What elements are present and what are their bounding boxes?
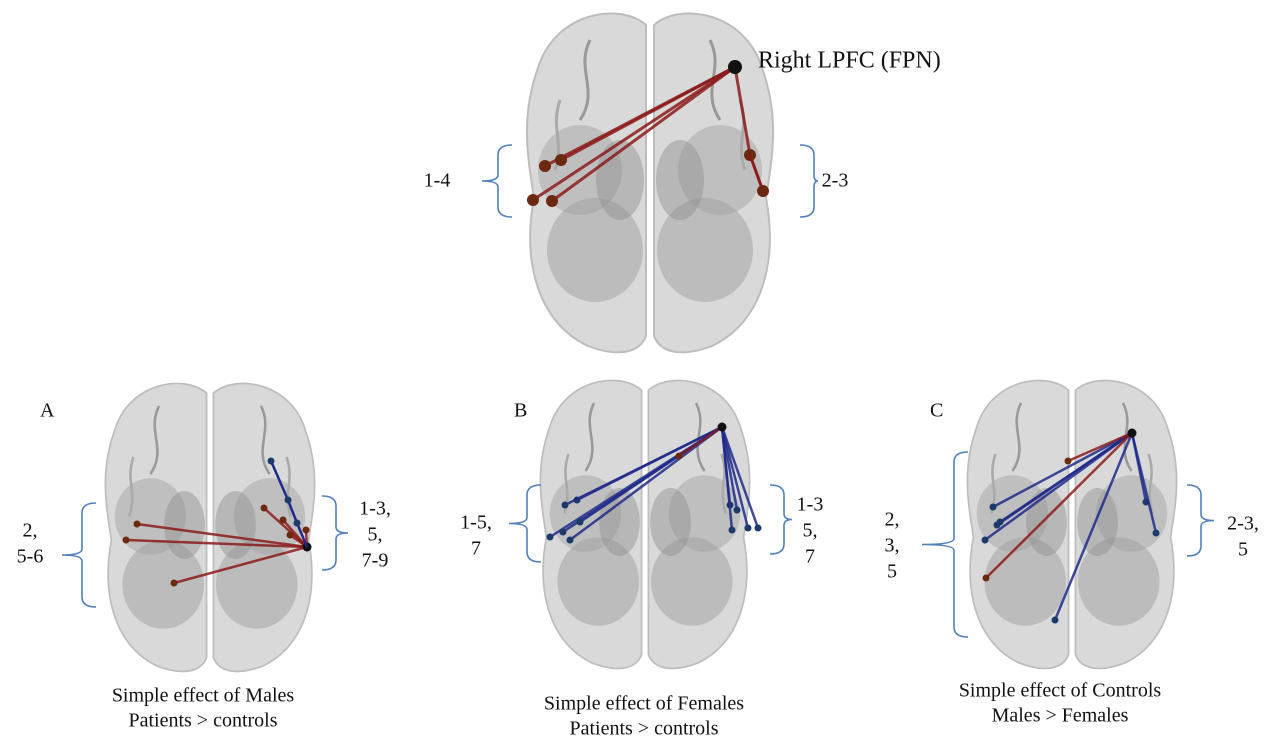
node: [577, 519, 584, 526]
node: [285, 497, 292, 504]
lobe: [164, 491, 205, 559]
lobe: [1077, 488, 1118, 556]
region-label: 1-3,: [359, 498, 391, 520]
node: [546, 195, 558, 207]
hemisphere: [654, 13, 773, 352]
region-label: 2,: [23, 520, 38, 542]
node: [555, 154, 567, 166]
node: [757, 185, 769, 197]
region-label: 5,: [803, 520, 818, 542]
node: [729, 527, 736, 534]
figure: Right LPFC (FPN) 1-4 2-3 A 2, 5-6 1-3, 5, 7-9 Sim…: [0, 0, 1276, 743]
node: [268, 458, 275, 465]
node: [755, 525, 762, 532]
region-label: 1-5,: [460, 512, 492, 534]
region-label: 7-9: [362, 550, 389, 572]
caption: Simple effect of Females: [544, 693, 744, 715]
panel-letter: A: [40, 400, 55, 422]
region-label: 5-6: [17, 546, 44, 568]
node: [562, 502, 569, 509]
panel-letter: B: [514, 400, 527, 422]
region-label: 2-3,: [1227, 513, 1259, 535]
bracket: [509, 485, 541, 562]
hub-node: [718, 423, 727, 432]
node: [734, 507, 741, 514]
node: [303, 527, 310, 534]
region-label: 1-4: [424, 170, 451, 192]
bracket: [770, 485, 792, 554]
bracket: [922, 452, 968, 637]
caption: Simple effect of Males: [112, 685, 295, 707]
region-label: 3,: [885, 535, 900, 557]
region-label: 1-3: [797, 494, 824, 516]
node: [560, 529, 567, 536]
region-label: 5: [887, 561, 897, 583]
hemisphere: [648, 380, 749, 668]
node: [983, 575, 990, 582]
lobe: [599, 488, 640, 556]
lobe: [656, 140, 704, 220]
panel-letter: C: [930, 400, 943, 422]
node: [1065, 458, 1072, 465]
node-label: Right LPFC (FPN): [758, 48, 941, 74]
node: [997, 519, 1004, 526]
hemisphere: [967, 380, 1068, 668]
node: [1052, 617, 1059, 624]
node: [990, 504, 997, 511]
node: [134, 521, 141, 528]
node: [982, 537, 989, 544]
node: [745, 525, 752, 532]
node: [1153, 530, 1160, 537]
node: [294, 520, 301, 527]
node: [280, 517, 287, 524]
node: [547, 534, 554, 541]
region-label: 7: [471, 538, 481, 560]
lobe: [1026, 488, 1067, 556]
bracket: [322, 496, 348, 570]
hemisphere: [527, 13, 646, 352]
node: [567, 537, 574, 544]
lobe: [215, 491, 256, 559]
bracket: [62, 503, 96, 607]
bracket: [800, 145, 818, 217]
lobe: [650, 488, 691, 556]
node: [539, 160, 551, 172]
node: [123, 537, 130, 544]
caption: Males > Females: [992, 705, 1129, 727]
region-label: 5: [1238, 539, 1248, 561]
hub-node: [728, 60, 742, 74]
region-label: 7: [805, 546, 815, 568]
node: [676, 453, 683, 460]
caption: Patients > controls: [569, 718, 718, 740]
node: [261, 505, 268, 512]
brains: [105, 13, 1176, 671]
hub-node: [1128, 429, 1137, 438]
node: [287, 532, 294, 539]
region-label: 2-3: [822, 170, 849, 192]
node: [171, 580, 178, 587]
caption: Patients > controls: [128, 710, 277, 732]
node: [527, 194, 539, 206]
caption: Simple effect of Controls: [959, 680, 1162, 702]
bracket: [482, 145, 512, 217]
bracket: [1187, 485, 1214, 556]
region-label: 5,: [368, 524, 383, 546]
hemisphere: [1075, 380, 1176, 668]
region-label: 2,: [885, 509, 900, 531]
